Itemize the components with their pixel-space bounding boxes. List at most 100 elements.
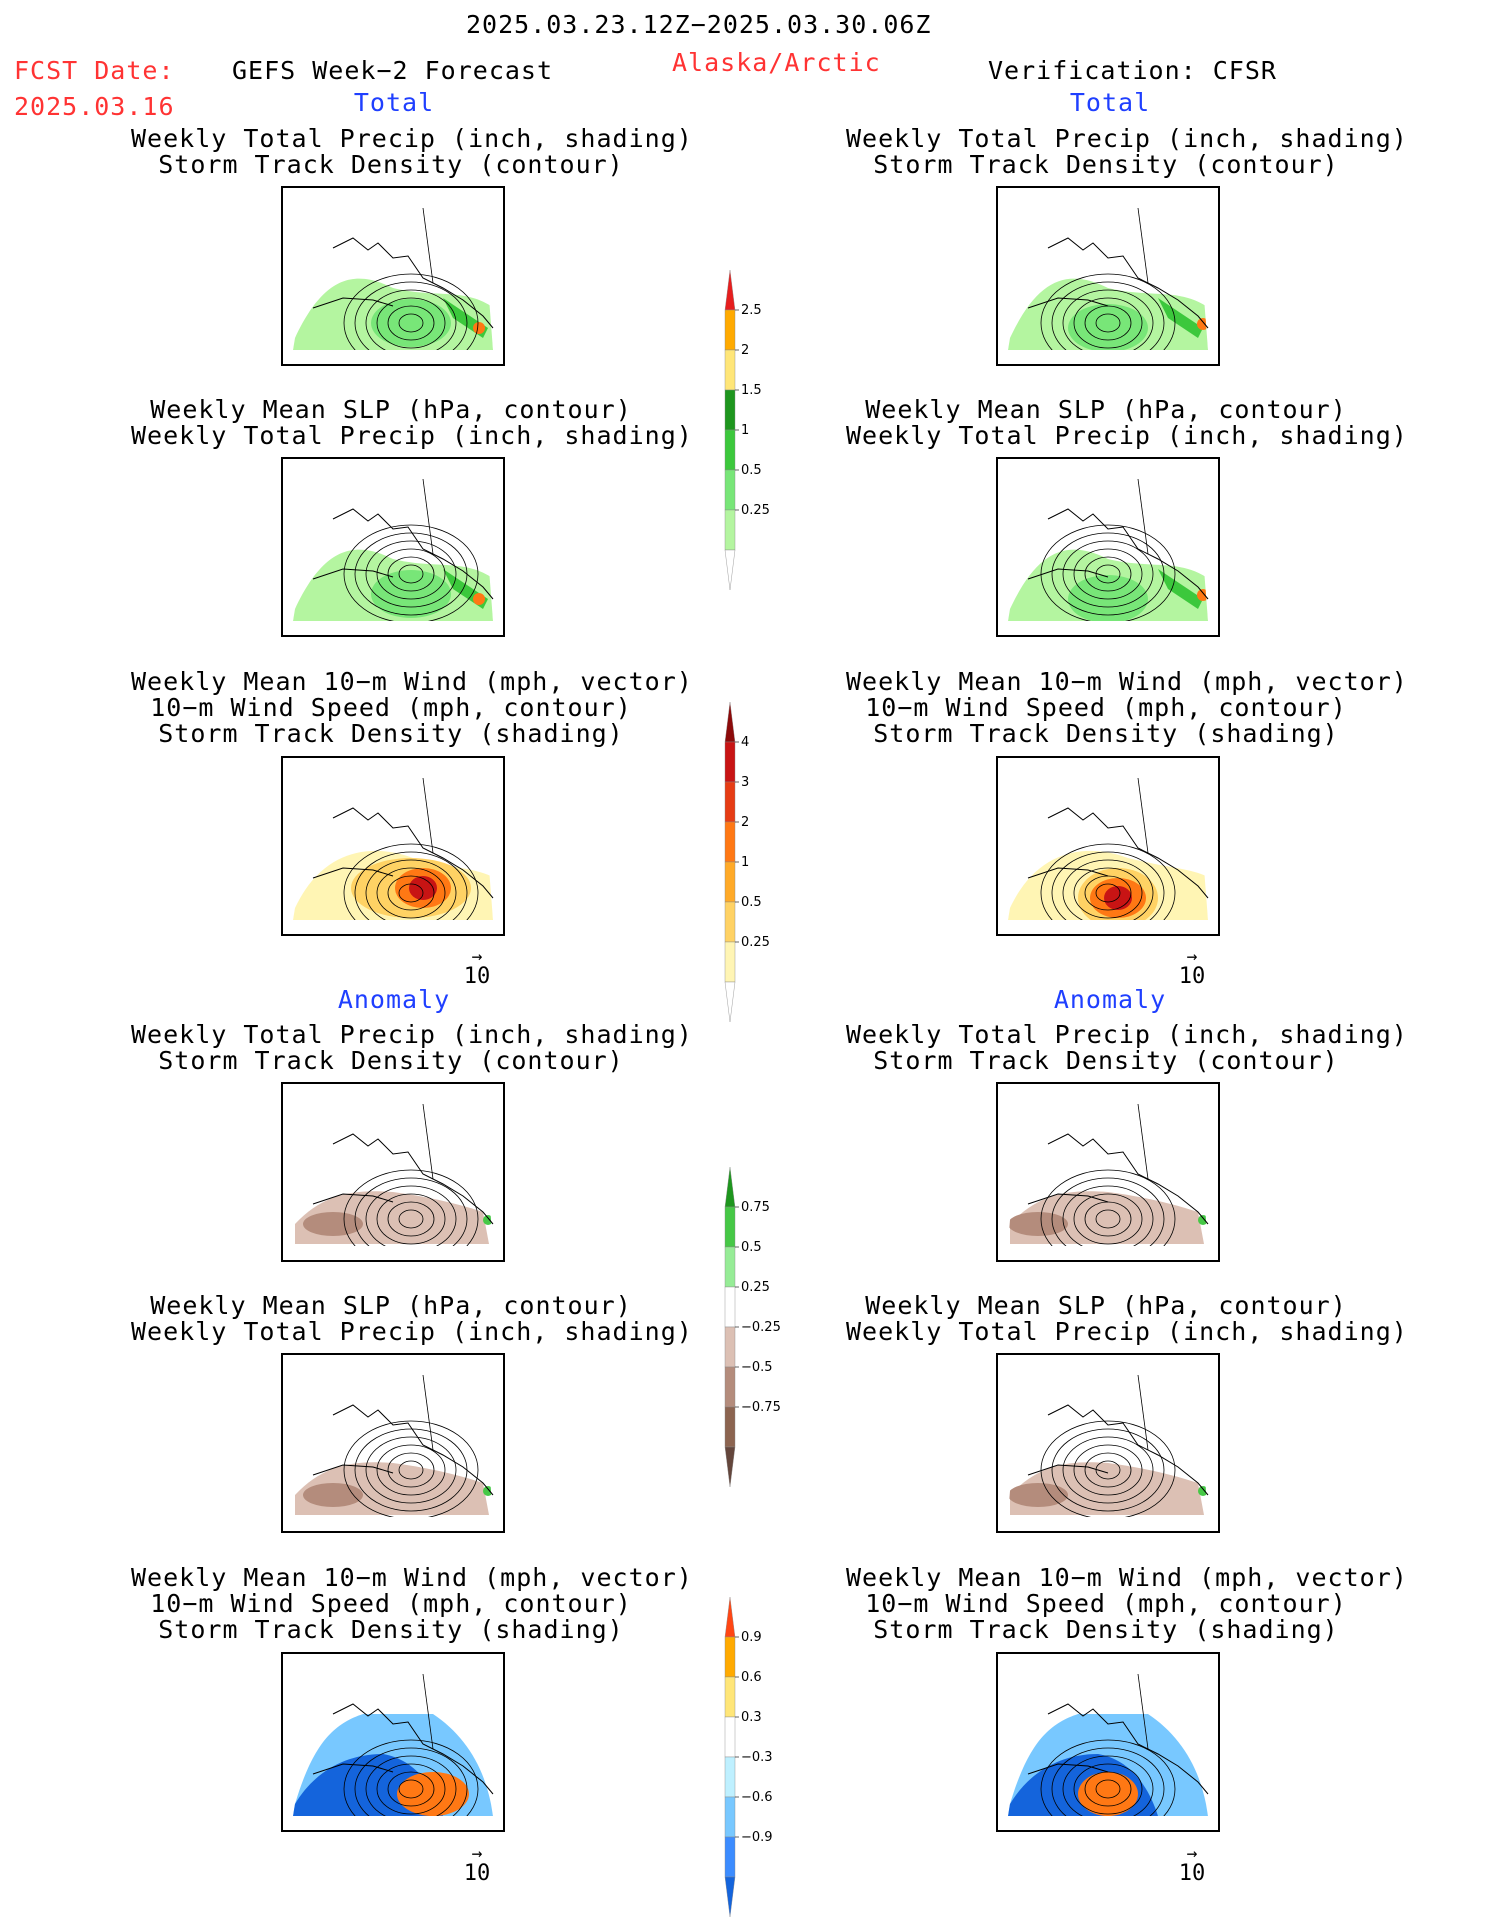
colorbar-swatch	[724, 741, 736, 783]
panel-title-forecast-6: Weekly Mean 10−m Wind (mph, vector) 10−m …	[131, 1563, 693, 1643]
colorbar-swatch	[724, 1756, 736, 1798]
colorbar-tick-label: 0.6	[741, 1670, 762, 1685]
region-title: Alaska/Arctic	[672, 48, 881, 77]
colorbar-tick-label: 0.5	[741, 895, 762, 910]
panel-title-line: Storm Track Density (shading)	[873, 719, 1339, 748]
panel-title-forecast-4: Weekly Total Precip (inch, shading) Storm…	[131, 1020, 693, 1075]
colorbar-tick-label: −0.75	[741, 1400, 781, 1415]
colorbar-swatch	[724, 1796, 736, 1838]
colorbar-swatch	[724, 509, 736, 551]
map-graphic	[293, 207, 494, 350]
forecast-period: 2025.03.23.12Z−2025.03.30.06Z	[466, 10, 932, 39]
colorbar-swatch	[724, 861, 736, 903]
panel-title-line: Storm Track Density (contour)	[158, 1046, 624, 1075]
panel-title-line: Storm Track Density (shading)	[158, 719, 624, 748]
panel-title-verification-3: Weekly Mean 10−m Wind (mph, vector) 10−m …	[846, 667, 1408, 748]
colorbar-swatch	[724, 1836, 736, 1878]
colorbar-swatch	[724, 1636, 736, 1678]
fcst-date-value: 2025.03.16	[14, 92, 175, 121]
colorbar-tick-label: 0.3	[741, 1710, 762, 1725]
colorbar-swatch	[724, 1326, 736, 1368]
panel-title-line: 10−m Wind Speed (mph, contour)	[150, 693, 632, 722]
colorbar-precip-total: 2.5 2 1.5 1 0.5 0.25	[715, 268, 805, 591]
colorbar-tick-label: 2	[741, 343, 749, 358]
vector-reference-arrow: →	[1186, 1843, 1198, 1864]
panel-title-line: Storm Track Density (contour)	[873, 1046, 1339, 1075]
colorbar-tick-label: −0.25	[741, 1320, 781, 1335]
colorbar-swatch	[724, 981, 736, 1023]
map-graphic	[1008, 1673, 1209, 1816]
colorbar-storm-density-anomaly: 0.9 0.6 0.3 −0.3 −0.6 −0.9	[715, 1595, 805, 1918]
vector-reference: → 10	[457, 1845, 497, 1887]
map-graphic	[1008, 777, 1209, 920]
panel-title-line: Weekly Mean 10−m Wind (mph, vector)	[846, 667, 1408, 696]
vector-reference-label: 10	[463, 1861, 491, 1886]
panel-title-line: Storm Track Density (contour)	[873, 150, 1339, 179]
colorbar-swatch	[724, 1406, 736, 1448]
panel-title-forecast-5: Weekly Mean SLP (hPa, contour) Weekly Tot…	[131, 1293, 693, 1346]
panel-title-line: 10−m Wind Speed (mph, contour)	[150, 1589, 632, 1618]
panel-title-forecast-3: Weekly Mean 10−m Wind (mph, vector) 10−m …	[131, 669, 692, 748]
colorbar-tick-label: 1.5	[741, 383, 762, 398]
section-anomaly-left: Anomaly	[337, 985, 451, 1014]
section-anomaly-right: Anomaly	[1053, 985, 1167, 1014]
panel-title-line: Weekly Total Precip (inch, shading)	[131, 1020, 693, 1049]
section-total-left: Total	[353, 88, 435, 117]
panel-title-line: Weekly Total Precip (inch, shading)	[131, 1317, 693, 1346]
map-panel-forecast-3	[281, 756, 505, 936]
map-graphic	[1008, 1374, 1209, 1517]
map-graphic	[293, 777, 494, 920]
colorbar-swatch	[724, 429, 736, 471]
colorbar-tick-label: −0.9	[741, 1830, 773, 1845]
panel-title-verification-5: Weekly Mean SLP (hPa, contour) Weekly Tot…	[846, 1291, 1408, 1346]
vector-reference-arrow: →	[471, 946, 483, 967]
map-panel-verification-2	[996, 457, 1220, 637]
panel-title-line: Weekly Total Precip (inch, shading)	[846, 124, 1408, 153]
panel-title-line: Weekly Total Precip (inch, shading)	[846, 1317, 1408, 1346]
colorbar-swatch	[724, 1286, 736, 1328]
panel-title-line: 10−m Wind Speed (mph, contour)	[865, 693, 1347, 722]
colorbar-tick-label: 3	[741, 775, 749, 790]
map-panel-forecast-1	[281, 186, 505, 366]
colorbar-tick-label: 2.5	[741, 303, 762, 318]
colorbar-swatch	[724, 701, 736, 743]
panel-title-line: Weekly Total Precip (inch, shading)	[131, 421, 693, 450]
colorbar-swatch	[724, 1676, 736, 1718]
colorbar-swatch	[724, 1446, 736, 1488]
colorbar-tick-label: 0.5	[741, 463, 762, 478]
map-panel-verification-4	[996, 1082, 1220, 1262]
colorbar-tick-label: 1	[741, 855, 749, 870]
colorbar-tick-label: −0.5	[741, 1360, 773, 1375]
panel-title-line: Weekly Mean 10−m Wind (mph, vector)	[131, 1563, 693, 1592]
colorbar-storm-density-total: 4 3 2 1 0.5 0.25	[715, 700, 805, 1023]
map-panel-verification-6	[996, 1652, 1220, 1832]
colorbar-swatch	[724, 1876, 736, 1918]
map-graphic	[1008, 478, 1209, 621]
panel-title-line: Weekly Mean SLP (hPa, contour)	[150, 395, 632, 424]
fcst-date-label: FCST Date:	[14, 56, 175, 85]
colorbar-swatch	[724, 469, 736, 511]
panel-title-line: 10−m Wind Speed (mph, contour)	[865, 1589, 1347, 1618]
colorbar-tick-label: −0.6	[741, 1790, 773, 1805]
panel-title-line: Weekly Mean SLP (hPa, contour)	[865, 395, 1347, 424]
panel-title-line: Storm Track Density (contour)	[158, 150, 624, 179]
map-graphic	[295, 1374, 494, 1517]
colorbar-tick-label: 2	[741, 815, 749, 830]
colorbar-swatch	[724, 269, 736, 311]
panel-title-line: Weekly Mean SLP (hPa, contour)	[865, 1291, 1347, 1320]
map-graphic	[1008, 207, 1209, 350]
map-panel-forecast-4	[281, 1082, 505, 1262]
map-panel-verification-3	[996, 756, 1220, 936]
colorbar-swatch	[724, 1166, 736, 1208]
panel-title-verification-1: Weekly Total Precip (inch, shading) Storm…	[846, 124, 1408, 179]
colorbar-tick-label: −0.3	[741, 1750, 773, 1765]
vector-reference: → 10	[1172, 948, 1212, 990]
colorbar-tick-label: 4	[741, 735, 749, 750]
panel-title-line: Weekly Total Precip (inch, shading)	[846, 1020, 1408, 1049]
colorbar-swatch	[724, 309, 736, 351]
vector-reference-label: 10	[1178, 964, 1206, 989]
colorbar-swatch	[724, 1716, 736, 1758]
colorbar-swatch	[724, 901, 736, 943]
map-graphic	[293, 1673, 494, 1816]
colorbar-tick-label: 0.25	[741, 1280, 770, 1295]
